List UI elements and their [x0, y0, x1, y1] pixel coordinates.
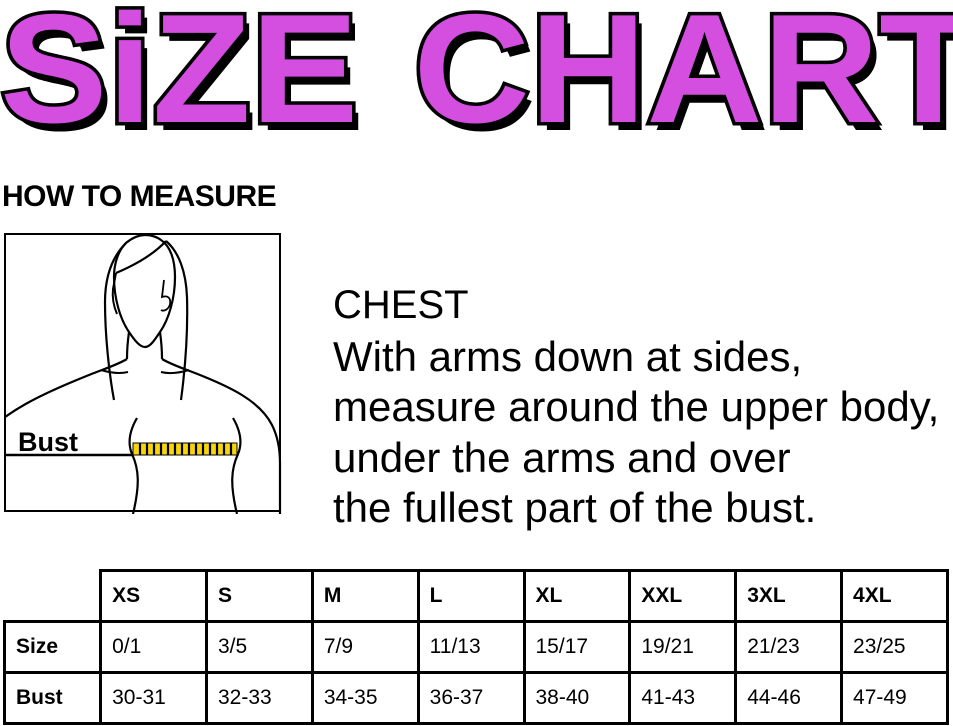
svg-text:Bust: Bust [18, 427, 78, 457]
